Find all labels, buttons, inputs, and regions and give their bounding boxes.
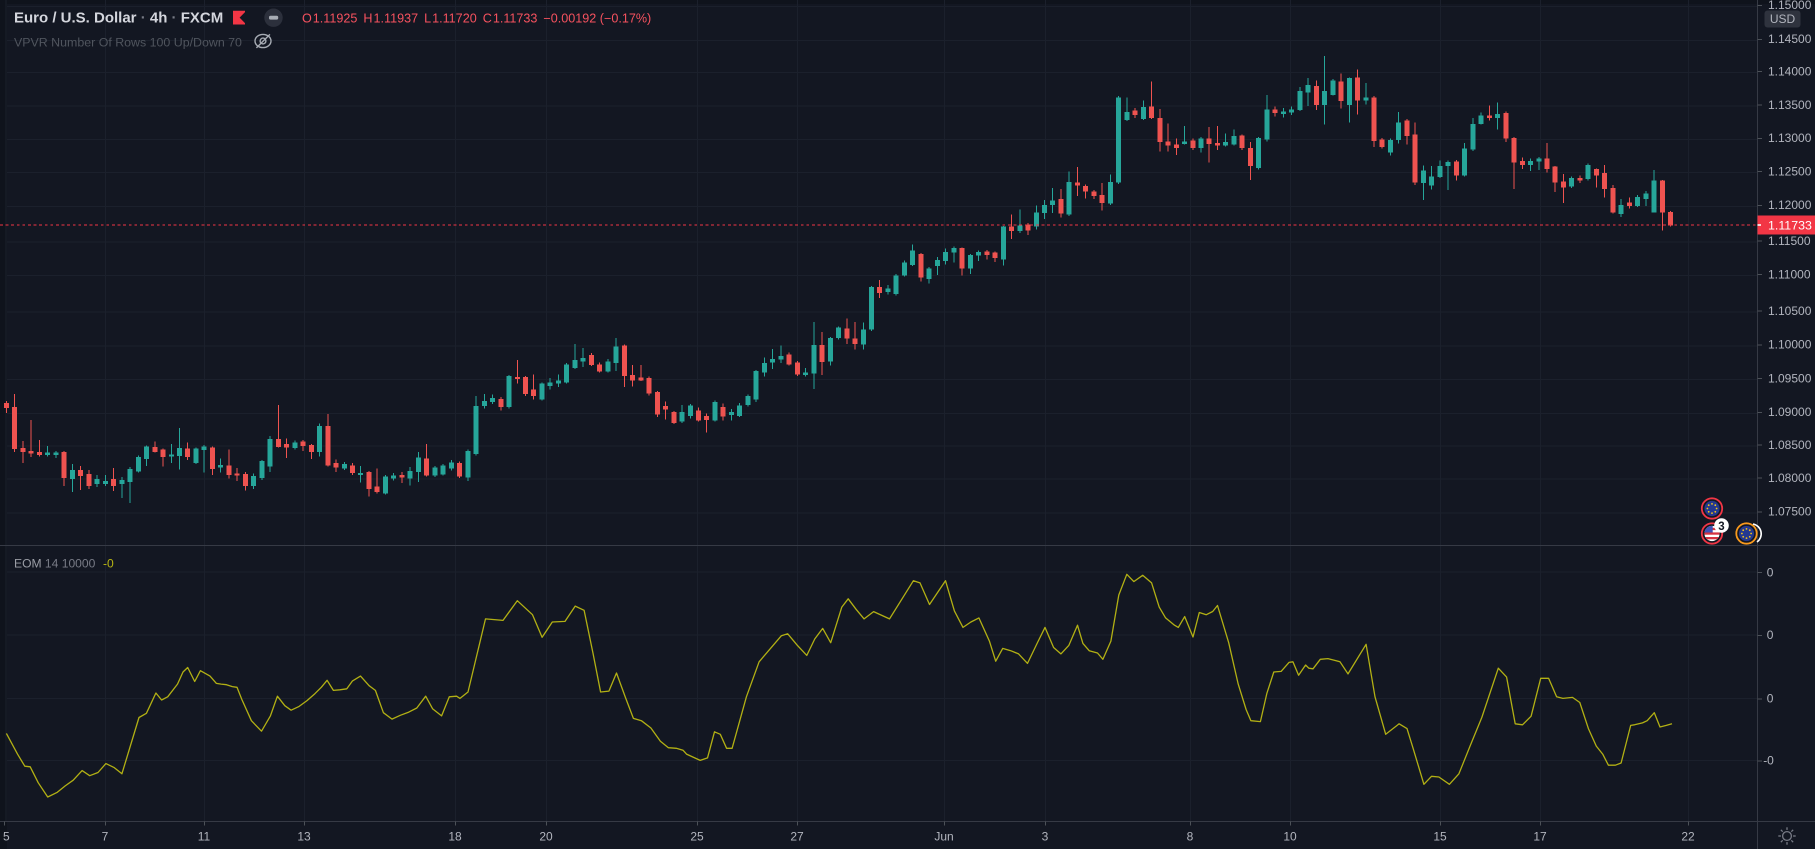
svg-text:Euro / U.S. Dollar · 4h · FXCM: Euro / U.S. Dollar · 4h · FXCM: [14, 10, 223, 27]
svg-text:VPVR Number Of Rows 100 Up/Dow: VPVR Number Of Rows 100 Up/Down 70: [14, 36, 242, 50]
svg-text:11: 11: [198, 830, 211, 844]
svg-text:1.07500: 1.07500: [1768, 505, 1812, 519]
svg-text:3: 3: [1042, 830, 1049, 844]
svg-text:1.08500: 1.08500: [1768, 438, 1812, 452]
svg-text:0: 0: [1767, 628, 1774, 642]
svg-text:1.15000: 1.15000: [1768, 0, 1812, 12]
svg-text:13: 13: [297, 830, 311, 844]
svg-text:-0: -0: [103, 557, 114, 571]
svg-text:-0: -0: [1763, 754, 1774, 768]
svg-text:1.12000: 1.12000: [1768, 198, 1812, 212]
svg-text:25: 25: [690, 830, 704, 844]
svg-text:1.09500: 1.09500: [1768, 371, 1812, 385]
svg-text:1.08000: 1.08000: [1768, 471, 1812, 485]
svg-text:1.11733: 1.11733: [1768, 219, 1812, 233]
svg-text:7: 7: [102, 830, 109, 844]
svg-text:8: 8: [1187, 830, 1194, 844]
svg-text:10: 10: [1283, 830, 1297, 844]
svg-text:1.12500: 1.12500: [1768, 165, 1812, 179]
svg-text:5: 5: [3, 830, 10, 844]
svg-text:1.11500: 1.11500: [1768, 234, 1811, 248]
svg-text:1.14000: 1.14000: [1768, 65, 1812, 79]
svg-text:1.09000: 1.09000: [1768, 405, 1812, 419]
svg-text:17: 17: [1533, 830, 1547, 844]
svg-text:USD: USD: [1770, 12, 1796, 26]
svg-text:15: 15: [1433, 830, 1447, 844]
svg-text:3: 3: [1718, 521, 1724, 533]
svg-text:EOM 14 10000: EOM 14 10000: [14, 557, 96, 571]
svg-text:0: 0: [1767, 692, 1774, 706]
svg-text:20: 20: [539, 830, 553, 844]
svg-text:22: 22: [1681, 830, 1695, 844]
svg-text:18: 18: [448, 830, 462, 844]
svg-text:1.11000: 1.11000: [1768, 267, 1811, 281]
svg-text:1.13500: 1.13500: [1768, 98, 1812, 112]
svg-text:Jun: Jun: [934, 830, 953, 844]
svg-text:1.14500: 1.14500: [1768, 32, 1812, 46]
svg-text:1.10500: 1.10500: [1768, 304, 1812, 318]
svg-text:27: 27: [790, 830, 804, 844]
svg-text:1.10000: 1.10000: [1768, 338, 1812, 352]
svg-text:1.13000: 1.13000: [1768, 131, 1812, 145]
svg-text:0: 0: [1767, 565, 1774, 579]
